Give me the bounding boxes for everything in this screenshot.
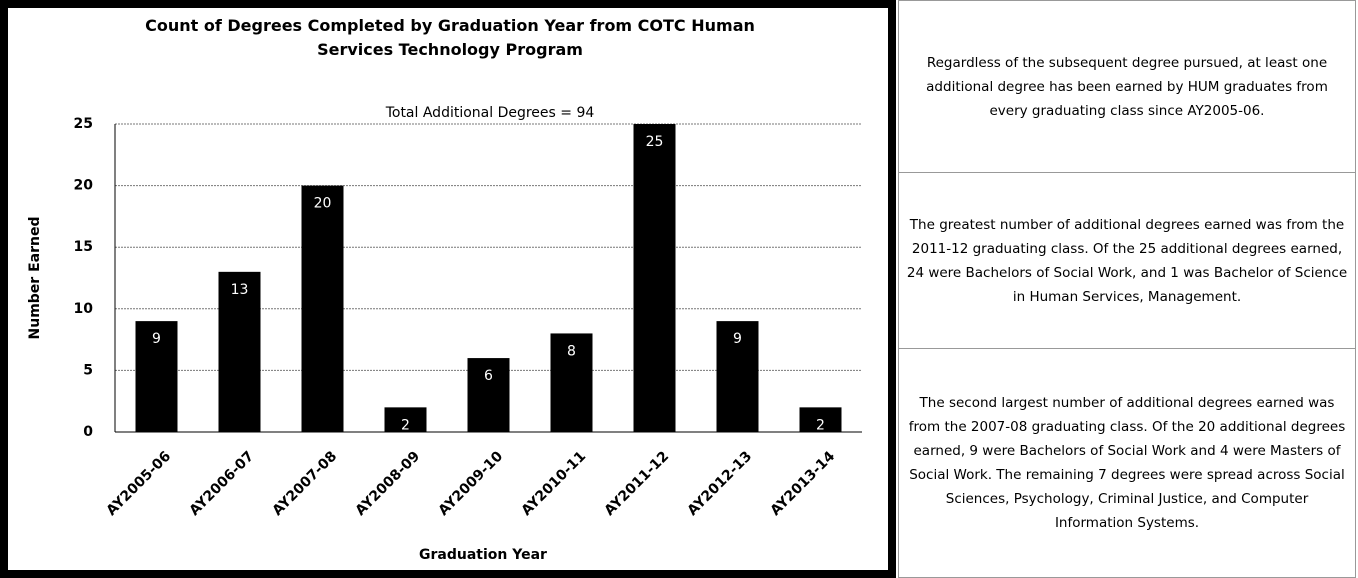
chart-subtitle: Total Additional Degrees = 94 [385, 105, 595, 121]
y-tick-label: 15 [74, 239, 93, 255]
y-tick-label: 20 [74, 178, 94, 194]
data-label: 20 [314, 196, 332, 212]
bar [716, 321, 759, 432]
data-label: 9 [733, 331, 742, 347]
data-label: 13 [231, 282, 249, 298]
x-tick-label: AY2008-09 [353, 448, 424, 519]
note: The second largest number of additional … [898, 348, 1356, 578]
x-tick-label: AY2011-12 [602, 448, 673, 519]
y-tick-label: 5 [83, 362, 93, 378]
bar [135, 321, 178, 432]
note: Regardless of the subsequent degree purs… [898, 0, 1356, 173]
data-label: 9 [152, 331, 161, 347]
chart-title: Count of Degrees Completed by Graduation… [145, 16, 755, 59]
x-tick-label: AY2010-11 [519, 448, 590, 519]
y-axis-label: Number Earned [27, 217, 43, 340]
data-label: 6 [484, 368, 493, 384]
data-label: 8 [567, 343, 576, 359]
data-label: 2 [401, 417, 410, 433]
bar [467, 358, 510, 432]
chart-frame [0, 0, 896, 578]
bar [550, 333, 593, 432]
x-tick-label: AY2007-08 [270, 448, 341, 519]
bar [384, 407, 427, 432]
x-axis-label: Graduation Year [419, 547, 547, 563]
y-tick-label: 10 [74, 301, 94, 317]
data-label: 25 [646, 134, 664, 150]
y-tick-label: 0 [83, 424, 93, 440]
bar [633, 124, 676, 432]
bar [799, 407, 842, 432]
x-tick-label: AY2006-07 [187, 448, 258, 519]
y-tick-label: 25 [74, 116, 93, 132]
data-label: 2 [816, 417, 825, 433]
x-tick-label: AY2005-06 [104, 448, 175, 519]
x-tick-label: AY2013-14 [768, 448, 839, 519]
chart: Total Additional Degrees = 94 Graduation… [27, 105, 862, 563]
note: The greatest number of additional degree… [898, 172, 1356, 349]
bar [218, 271, 261, 432]
bar [301, 185, 344, 432]
x-tick-label: AY2012-13 [685, 448, 756, 519]
x-tick-label: AY2009-10 [436, 448, 507, 519]
